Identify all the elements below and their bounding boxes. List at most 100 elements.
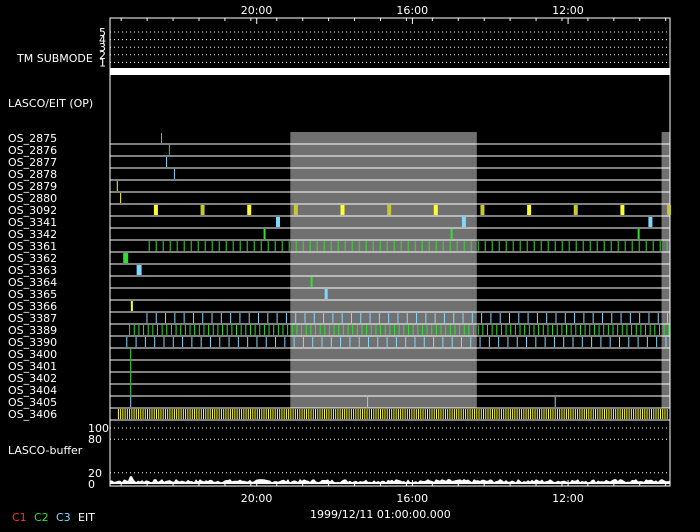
os-row-mark — [395, 409, 397, 419]
os-row-mark — [631, 241, 633, 251]
os-row-mark — [373, 409, 375, 419]
os-row-mark — [606, 409, 608, 419]
os-row-mark — [424, 409, 426, 419]
os-row-label: OS_3401 — [8, 360, 57, 373]
os-row-mark — [161, 325, 163, 335]
os-row-mark — [503, 409, 505, 419]
os-row-mark — [642, 409, 644, 419]
os-row-mark — [163, 337, 165, 347]
os-row-mark — [377, 337, 379, 347]
os-row-mark — [462, 409, 464, 419]
os-row-mark — [552, 325, 554, 335]
os-row-mark — [477, 325, 479, 335]
os-row-mark — [418, 409, 420, 419]
os-row-mark — [200, 409, 202, 419]
os-row-mark — [267, 409, 269, 419]
os-row-mark — [344, 241, 346, 251]
os-row-mark — [648, 409, 650, 419]
os-row-label: OS_3405 — [8, 396, 57, 409]
os-row-mark — [584, 325, 586, 335]
os-row-mark — [279, 409, 281, 419]
os-row-mark — [456, 409, 458, 419]
os-row-mark — [358, 241, 360, 251]
os-row-mark — [563, 409, 565, 419]
os-row-mark — [440, 409, 442, 419]
os-row-label: OS_2876 — [8, 144, 57, 157]
os-row-mark — [435, 241, 437, 251]
os-row-mark — [406, 313, 408, 323]
os-row-mark — [480, 409, 482, 419]
os-row-mark — [484, 241, 486, 251]
os-row-mark — [433, 409, 435, 419]
os-row-mark — [151, 409, 153, 419]
os-row-mark — [579, 409, 581, 419]
os-row-mark — [547, 409, 549, 419]
os-row-mark — [662, 409, 664, 419]
os-row-mark — [249, 325, 251, 335]
os-row-mark — [130, 397, 132, 407]
os-row-mark — [202, 313, 204, 323]
os-row-mark — [479, 337, 481, 347]
os-row-mark — [144, 409, 146, 419]
os-row-mark — [433, 337, 435, 347]
os-row-mark — [332, 313, 334, 323]
os-row-mark — [315, 409, 317, 419]
os-row-mark — [189, 409, 191, 419]
os-row-mark — [556, 325, 558, 335]
os-row-mark — [598, 325, 600, 335]
os-row-mark — [394, 325, 396, 335]
os-row-mark — [648, 313, 650, 323]
os-row-mark — [270, 409, 272, 419]
os-row-mark — [610, 241, 612, 251]
os-row-mark — [161, 133, 163, 143]
os-row-mark — [229, 409, 231, 419]
os-row-mark — [136, 265, 142, 275]
os-row-mark — [217, 325, 219, 335]
os-row-mark — [388, 409, 390, 419]
os-row-mark — [168, 145, 170, 155]
os-row-mark — [411, 409, 413, 419]
os-row-mark — [182, 337, 184, 347]
os-row-label: OS_3400 — [8, 348, 57, 361]
os-row-mark — [412, 325, 414, 335]
os-row-mark — [514, 409, 516, 419]
os-row-mark — [547, 241, 549, 251]
right-gray-band — [661, 132, 670, 408]
os-row-mark — [462, 313, 464, 323]
os-row-mark — [129, 325, 131, 335]
os-row-mark — [469, 409, 471, 419]
os-row-mark — [592, 409, 594, 419]
os-row-mark — [621, 409, 623, 419]
os-row-mark — [382, 409, 384, 419]
os-row-mark — [304, 313, 306, 323]
time-tick-label-top: 20:00 — [241, 4, 273, 17]
os-row-mark — [386, 241, 388, 251]
os-row-mark — [223, 409, 225, 419]
os-row-mark — [494, 409, 496, 419]
os-row-mark — [538, 325, 540, 335]
os-row-mark — [509, 409, 511, 419]
lasco-buffer-label: LASCO-buffer — [8, 444, 83, 457]
os-row-mark — [460, 409, 462, 419]
os-row-mark — [565, 409, 567, 419]
os-row-mark — [375, 409, 377, 419]
os-row-mark — [450, 229, 453, 239]
os-row-mark — [652, 241, 654, 251]
os-row-mark — [629, 313, 631, 323]
os-row-mark — [422, 409, 424, 419]
os-row-mark — [169, 409, 171, 419]
legend: C1 C2 C3 EIT — [12, 511, 95, 524]
os-row-mark — [216, 409, 218, 419]
os-row-mark — [152, 325, 154, 335]
os-row-mark — [393, 241, 395, 251]
os-row-mark — [164, 409, 166, 419]
os-row-mark — [454, 325, 456, 335]
os-row-mark — [599, 409, 601, 419]
os-row-mark — [624, 241, 626, 251]
os-row-mark — [191, 409, 193, 419]
os-row-mark — [398, 325, 400, 335]
os-row-mark — [295, 241, 297, 251]
os-row-mark — [637, 229, 640, 239]
os-row-mark — [198, 325, 200, 335]
os-row-label: OS_2880 — [8, 192, 57, 205]
